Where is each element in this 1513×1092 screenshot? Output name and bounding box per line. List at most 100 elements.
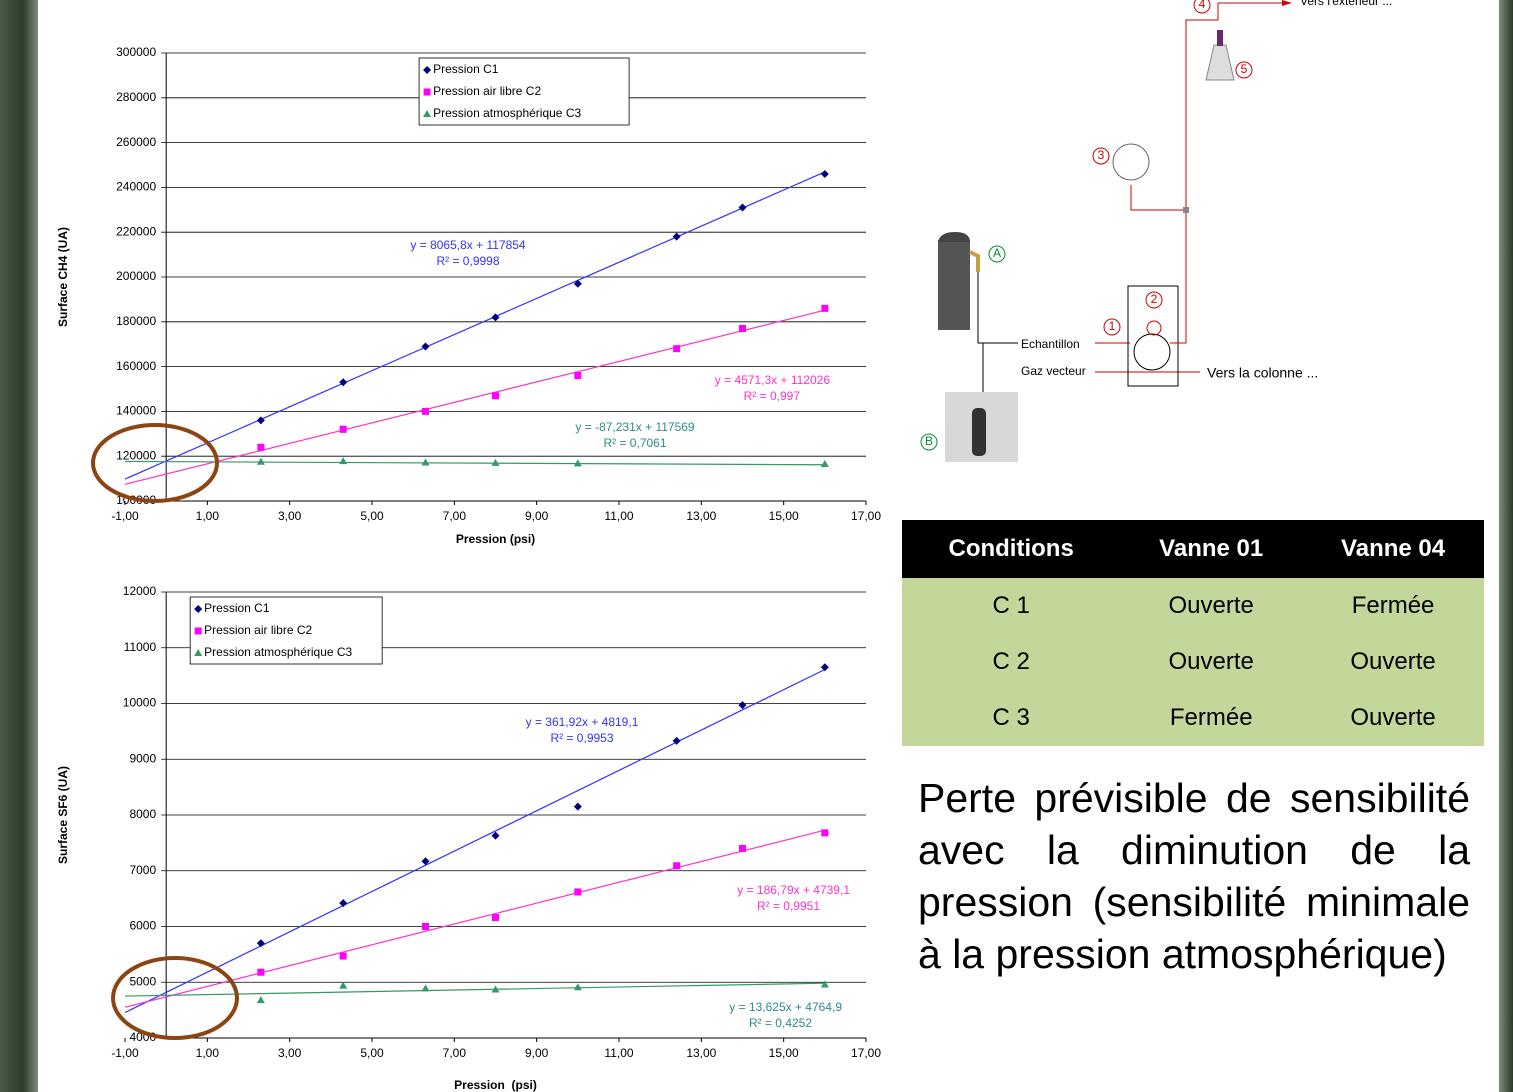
point [257,996,265,1003]
diagram-label: 1 [1109,319,1116,333]
legend-label: Pression air libre C2 [204,623,312,637]
point [257,969,264,976]
header-cell: Conditions [902,520,1120,578]
diagram-label: Vers l'extérieur ... [1300,0,1392,8]
trend-r2: R² = 0,9998 [436,254,499,268]
x-tick-label: -1,00 [111,509,139,523]
page: 4 5 3 2 1 A B Vers l'extérieur ... Echan… [0,0,1513,1092]
y-axis-title: Surface SF6 (UA) [56,766,70,864]
cell: C 3 [902,690,1120,746]
y-tick-label: 260000 [116,135,156,149]
pipe [1170,20,1202,343]
y-tick-label: 9000 [129,751,156,765]
point [492,914,499,921]
x-tick-label: 1,00 [196,509,220,523]
point [422,342,430,350]
y-tick-label: 300000 [116,45,156,59]
x-tick-label: 9,00 [525,1046,549,1060]
y-tick-label: 8000 [129,807,156,821]
junction [1183,207,1189,213]
trend-equation: y = 13,625x + 4764,9 [729,1000,842,1014]
x-tick-label: 5,00 [360,1046,384,1060]
legend-label: Pression atmosphérique C3 [433,106,581,120]
x-tick-label: 1,00 [196,1046,220,1060]
y-axis-title: Surface CH4 (UA) [56,227,70,327]
point [422,984,430,991]
cell: Ouverte [1302,634,1484,690]
point [739,845,746,852]
point [574,372,581,379]
diagram-label: 4 [1199,0,1206,11]
trend-equation: y = 186,79x + 4739,1 [737,883,850,897]
y-tick-label: 5000 [129,974,156,988]
regulator [970,252,978,272]
highlight-circle [93,425,217,501]
y-tick-label: 120000 [116,448,156,462]
diagram-label: Gaz vecteur [1021,364,1086,378]
point [422,408,429,415]
y-tick-label: 10000 [123,696,157,710]
point [673,345,680,352]
point [422,458,430,465]
pipe [978,272,1018,343]
x-tick-label: 17,00 [851,1046,881,1060]
diagram-label: 2 [1151,292,1158,306]
diagram-label: B [925,434,933,448]
point [492,459,500,466]
point [257,444,264,451]
point [257,416,265,424]
trend-r2: R² = 0,4252 [749,1016,812,1030]
point [673,233,681,241]
trend-equation: y = 361,92x + 4819,1 [526,715,639,729]
trend-r2: R² = 0,997 [744,389,801,403]
header-cell: Vanne 01 [1120,520,1302,578]
diagram-label: Vers la colonne ... [1207,365,1318,381]
valve-body [1134,334,1170,370]
header-cell: Vanne 04 [1302,520,1484,578]
point [340,426,347,433]
trend-r2: R² = 0,9951 [757,899,820,913]
diagram-label: A [993,246,1001,260]
y-tick-label: 200000 [116,269,156,283]
point [492,392,499,399]
cylinder-top [938,232,970,242]
y-tick-label: 11000 [124,640,157,654]
x-tick-label: -1,00 [111,1046,139,1060]
trend-equation: y = -87,231x + 117569 [575,420,695,434]
cell: Ouverte [1302,690,1484,746]
trend-equation: y = 4571,3x + 112026 [715,373,831,387]
y-tick-label: 160000 [116,359,156,373]
x-axis-title: Pression (psi) [456,532,535,546]
cell: C 1 [902,578,1120,634]
legend-label: Pression atmosphérique C3 [204,645,352,659]
trendline [125,172,825,479]
point [195,628,202,635]
x-tick-label: 11,00 [604,1046,633,1060]
bottle [972,408,986,456]
x-tick-label: 9,00 [525,509,549,523]
highlight-circle [113,958,237,1038]
trendline [125,310,825,484]
y-tick-label: 12000 [123,584,157,598]
cell: C 2 [902,634,1120,690]
point [739,325,746,332]
point [257,939,265,947]
pipe [1131,185,1186,210]
trendline [125,461,825,464]
point [821,170,829,178]
y-tick-label: 6000 [129,919,156,933]
conditions-table: ConditionsVanne 01Vanne 04 C 1OuverteFer… [902,520,1484,746]
x-tick-label: 5,00 [360,509,384,523]
diagram-label: 5 [1241,62,1248,76]
y-tick-label: 240000 [116,180,156,194]
point [574,803,582,811]
trend-equation: y = 8065,8x + 117854 [410,238,526,252]
x-tick-label: 13,00 [686,509,716,523]
legend-label: Pression air libre C2 [433,84,541,98]
diagram-label: Echantillon [1021,337,1080,351]
cell: Ouverte [1120,634,1302,690]
x-tick-label: 3,00 [278,1046,302,1060]
manometer [1113,144,1149,180]
x-tick-label: 13,00 [686,1046,716,1060]
x-tick-label: 7,00 [443,1046,467,1060]
